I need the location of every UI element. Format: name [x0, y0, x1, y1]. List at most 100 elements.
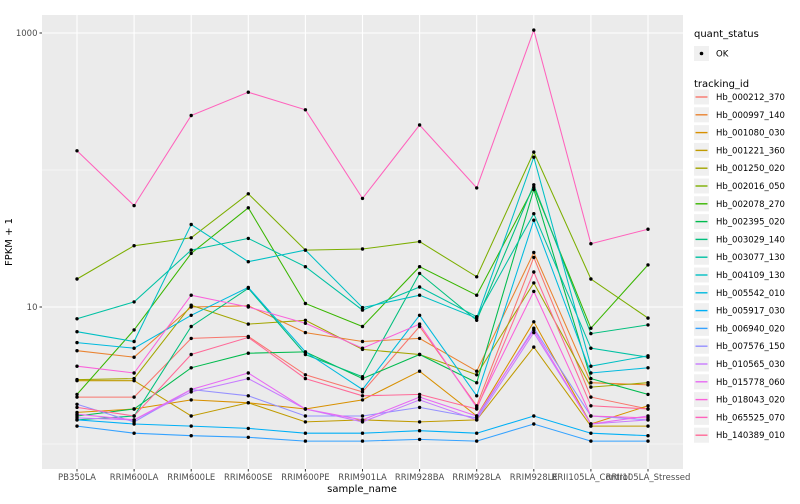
data-point — [75, 424, 79, 428]
data-point — [646, 323, 650, 327]
data-point — [532, 414, 536, 418]
data-point — [475, 316, 479, 320]
data-point — [75, 340, 79, 345]
legend-entry-Hb_015778_060: Hb_015778_060 — [694, 374, 785, 390]
data-point — [189, 113, 193, 118]
legend-entry-Hb_002078_270: Hb_002078_270 — [694, 196, 785, 212]
data-point — [646, 439, 650, 443]
data-point — [246, 394, 250, 398]
data-point — [646, 407, 650, 411]
data-point — [303, 330, 308, 335]
data-point — [417, 369, 422, 373]
data-point — [589, 376, 593, 381]
data-point — [589, 385, 593, 389]
data-point — [360, 414, 365, 418]
data-point — [246, 371, 250, 375]
data-point — [246, 351, 250, 355]
data-point — [417, 322, 422, 326]
data-point — [417, 395, 422, 399]
data-point — [589, 381, 593, 385]
x-tick-label: PB350LA — [58, 473, 96, 483]
data-point — [532, 330, 536, 335]
legend-entry-Hb_005917_030: Hb_005917_030 — [694, 303, 785, 319]
data-point — [475, 439, 479, 443]
data-point — [589, 326, 593, 330]
data-point — [360, 387, 365, 392]
data-point — [303, 420, 308, 424]
data-point — [475, 431, 479, 435]
data-point — [246, 435, 250, 439]
legend-entry-label: Hb_001221_360 — [716, 146, 785, 156]
legend-entry-label: Hb_010565_030 — [716, 360, 785, 370]
data-point — [132, 328, 136, 332]
data-point — [189, 303, 193, 307]
data-point — [417, 392, 422, 397]
data-point — [132, 339, 136, 344]
data-point — [75, 277, 79, 281]
data-point — [475, 373, 479, 377]
legend-entry-Hb_000997_140: Hb_000997_140 — [694, 107, 785, 123]
data-point — [189, 336, 193, 341]
data-point — [532, 281, 536, 285]
data-point — [360, 375, 365, 379]
legend-entry-Hb_005542_010: Hb_005542_010 — [694, 285, 785, 301]
data-point — [189, 222, 193, 227]
legend-entry-Hb_007576_150: Hb_007576_150 — [694, 338, 785, 354]
legend-entry-label: Hb_018043_020 — [716, 396, 785, 406]
data-point — [189, 414, 193, 418]
data-point — [132, 244, 136, 248]
data-point — [417, 271, 422, 276]
data-point — [532, 187, 536, 192]
data-point — [532, 289, 536, 294]
legend-entry-Hb_140389_010: Hb_140389_010 — [694, 427, 785, 443]
data-point — [532, 345, 536, 349]
data-point — [132, 407, 136, 411]
data-point — [360, 390, 365, 394]
x-tick-label: RRIM600LA — [110, 473, 159, 483]
data-point — [360, 418, 365, 422]
legend-entry-Hb_003029_140: Hb_003029_140 — [694, 231, 785, 247]
data-point — [646, 366, 650, 370]
legend-entry-Hb_065525_070: Hb_065525_070 — [694, 409, 785, 425]
data-point — [417, 123, 422, 127]
data-point — [532, 183, 536, 187]
data-point — [303, 373, 308, 377]
x-tick-label: RRIM928BA — [395, 473, 445, 483]
data-point — [360, 431, 365, 435]
data-point — [75, 364, 79, 368]
data-point — [417, 437, 422, 442]
data-point — [132, 414, 136, 418]
legend: quant_status OK tracking_id Hb_000212_37… — [694, 29, 785, 443]
data-point — [532, 422, 536, 426]
data-point — [246, 192, 250, 196]
data-point — [646, 424, 650, 428]
data-point — [532, 250, 536, 255]
data-point — [189, 424, 193, 428]
legend-entry-label: Hb_015778_060 — [716, 378, 785, 388]
legend-entry-label: Hb_000997_140 — [716, 111, 785, 121]
data-point — [589, 277, 593, 281]
data-point — [589, 431, 593, 435]
data-point — [417, 285, 422, 289]
data-point — [532, 28, 536, 32]
data-point — [646, 416, 650, 420]
data-point — [360, 339, 365, 344]
data-point — [75, 405, 79, 410]
data-point — [646, 227, 650, 231]
data-point — [303, 321, 308, 325]
data-point — [589, 371, 593, 375]
data-point — [246, 305, 250, 309]
data-point — [246, 90, 250, 94]
legend-entry-Hb_002395_020: Hb_002395_020 — [694, 214, 785, 230]
data-point — [303, 350, 308, 354]
data-point — [646, 404, 650, 408]
data-point — [589, 331, 593, 336]
data-point — [417, 405, 422, 410]
legend-entry-Hb_002016_050: Hb_002016_050 — [694, 178, 785, 194]
data-point — [360, 439, 365, 443]
data-point — [132, 431, 136, 435]
legend-entry-label: Hb_000212_370 — [716, 93, 785, 103]
x-tick-label: RRIM928LE — [510, 473, 558, 483]
data-point — [189, 366, 193, 370]
